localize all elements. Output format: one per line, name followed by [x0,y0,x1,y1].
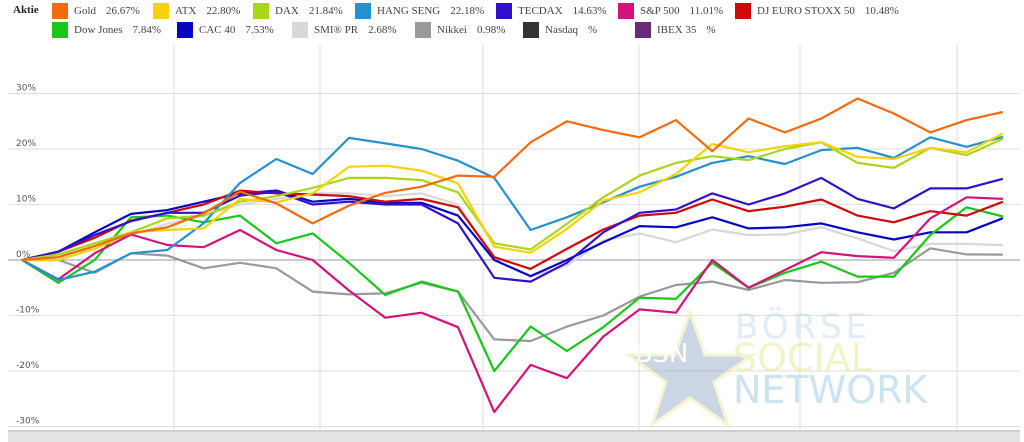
y-tick-label: -10% [16,306,40,316]
series-line-dow-jones [21,206,1004,373]
legend-swatch [415,22,431,38]
legend-swatch [735,3,751,19]
legend-swatch [618,3,634,19]
legend-title: Aktie [13,4,39,16]
legend-value: % [706,24,716,36]
legend-value: 0.98% [476,24,506,36]
legend-swatch [635,22,651,38]
legend-value: 11.01% [689,5,724,17]
y-tick-label: 0% [16,250,31,260]
legend-label: S&P 500 [640,5,680,17]
y-tick-label: -30% [16,417,40,427]
series-line-atx [22,132,1004,262]
legend-label: Gold [74,5,96,17]
legend-swatch [253,3,269,19]
legend-item[interactable]: S&P 500 11.01% [618,3,723,19]
legend-swatch [153,3,169,19]
chart-scrollbar[interactable] [8,430,1020,442]
legend-label: Dow Jones [74,24,123,36]
legend-swatch [355,3,371,19]
legend-swatch [523,22,539,38]
watermark-star-icon [623,307,757,429]
series-line-s-p-500 [21,196,1003,414]
legend-item[interactable]: ATX 22.80% [153,3,240,19]
legend-item[interactable]: DAX 21.84% [253,3,343,19]
watermark-line3: NETWORK [733,368,929,412]
chart-legend: Aktie Gold 26.67% ATX 22.80% DAX 21.84% HANG S… [0,0,1024,44]
legend-value: 2.68% [368,24,397,36]
legend-item[interactable]: Gold 26.67% [52,3,140,19]
series-line-cac-40 [21,189,1004,278]
legend-label: SMI® PR [314,24,359,36]
legend-value: 21.84% [308,5,343,17]
legend-value: 7.53% [245,24,274,36]
y-tick-label: -20% [16,361,40,371]
series-line-dj-euro-stoxx-50 [21,189,1004,270]
legend-item[interactable]: DJ EURO STOXX 50 10.48% [735,3,899,19]
legend-label: Nikkei [437,24,467,36]
legend-item[interactable]: Nikkei 0.98% [415,22,505,38]
legend-swatch [52,22,68,38]
legend-swatch [496,3,512,19]
y-tick-label: 30% [16,84,36,94]
y-tick-label: 10% [16,195,36,205]
line-chart: -30% -20% -10% 0% 10% 20% 30% BSN BÖRSE SOCIAL… [8,44,1020,430]
watermark-line1: BÖRSE [735,306,871,347]
legend-value: % [588,24,598,36]
legend-item[interactable]: Nasdaq% [523,22,597,38]
legend-value: 22.18% [450,5,485,17]
legend-label: Nasdaq [545,24,578,36]
legend-item[interactable]: SMI® PR 2.68% [292,22,397,38]
legend-value: 10.48% [864,5,899,17]
legend-item[interactable]: TECDAX 14.63% [496,3,607,19]
watermark-line2: SOCIAL [733,336,872,380]
legend-item[interactable]: Dow Jones 7.84% [52,22,161,38]
legend-value: 7.84% [132,24,162,36]
watermark-badge: BSN [635,339,688,369]
legend-label: CAC 40 [199,24,236,36]
legend-value: 14.63% [572,5,607,17]
legend-label: IBEX 35 [657,24,697,36]
series-line-tecdax [21,176,1004,283]
watermark-logo: BSN BÖRSE SOCIAL NETWORK [623,306,929,429]
legend-label: ATX [175,5,197,17]
legend-value: 22.80% [206,5,241,17]
legend-value: 26.67% [106,5,140,17]
legend-label: TECDAX [518,5,563,17]
y-tick-label: 20% [16,139,36,149]
legend-swatch [52,3,68,19]
series-line-nikkei [22,247,1003,343]
legend-label: HANG SENG [377,5,441,17]
legend-item[interactable]: HANG SENG 22.18% [355,3,484,19]
legend-swatch [177,22,193,38]
legend-label: DJ EURO STOXX 50 [757,5,855,17]
series-line-dax [21,137,1004,262]
legend-item[interactable]: CAC 40 7.53% [177,22,274,38]
legend-swatch [292,22,308,38]
series-line-gold [21,97,1004,262]
legend-label: DAX [275,5,299,17]
grid: -30% -20% -10% 0% 10% 20% 30% [8,44,1020,430]
legend-item[interactable]: IBEX 35% [635,22,716,38]
